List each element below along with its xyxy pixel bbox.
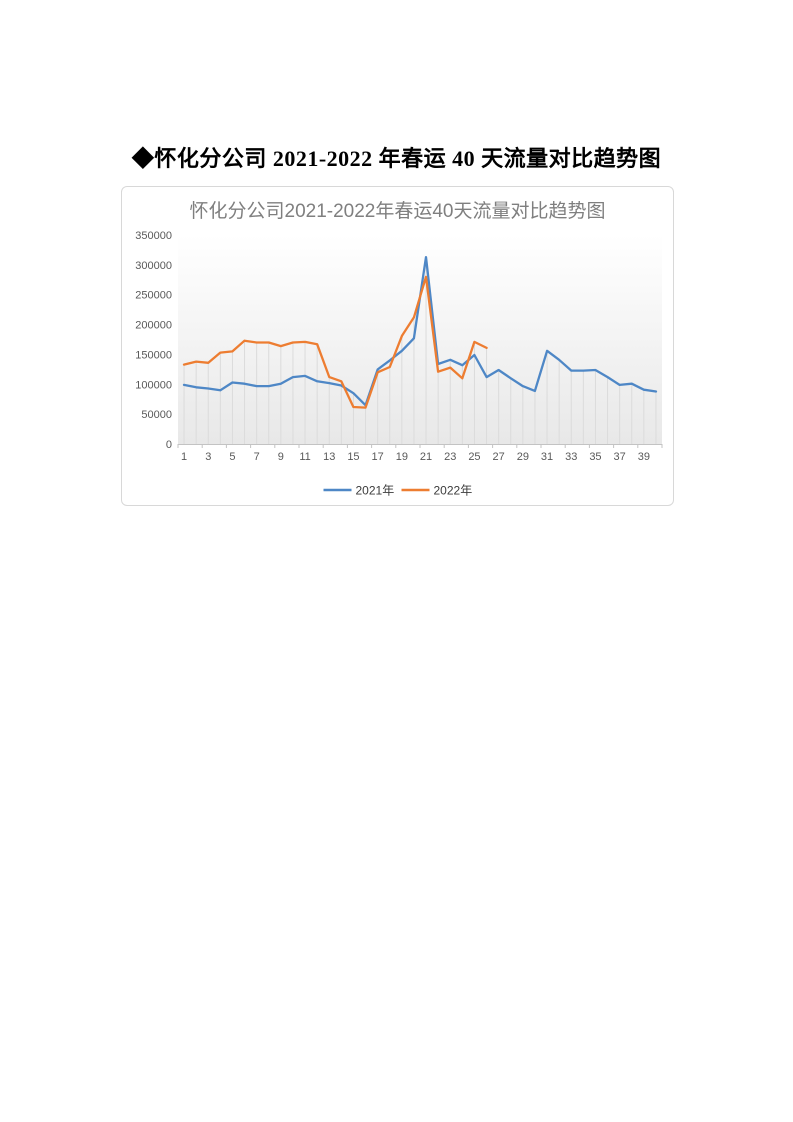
y-axis-label: 300000	[135, 260, 172, 272]
x-axis-label: 25	[468, 451, 480, 463]
x-axis-label: 19	[396, 451, 408, 463]
x-axis-label: 29	[517, 451, 529, 463]
legend-label-2: 2022年	[434, 484, 473, 498]
x-axis-label: 3	[205, 451, 211, 463]
x-axis-label: 5	[229, 451, 235, 463]
x-axis-label: 27	[493, 451, 505, 463]
series-line-2	[182, 275, 488, 409]
plot-area-background	[178, 235, 662, 444]
legend: 2021年 2022年	[323, 484, 473, 498]
y-axis-label: 200000	[135, 320, 172, 332]
line-chart: 0 50000 100000 150000 200000 250000 300000 3500…	[135, 230, 663, 498]
x-axis-label: 9	[278, 451, 284, 463]
x-axis-label: 23	[444, 451, 456, 463]
x-axis-label: 11	[299, 451, 310, 463]
y-axis-label: 250000	[135, 290, 172, 302]
chart-title: 怀化分公司2021-2022年春运40天流量对比趋势图	[189, 201, 606, 222]
x-axis-label: 21	[420, 451, 432, 463]
x-axis-label: 7	[254, 451, 260, 463]
x-axis-label: 17	[372, 451, 384, 463]
x-axis-label: 33	[565, 451, 577, 463]
x-axis-label: 35	[589, 451, 601, 463]
chart-card: 0 50000 100000 150000 200000 250000 300000 3500…	[121, 186, 674, 506]
y-axis-label: 50000	[141, 409, 172, 421]
x-axis-label: 1	[181, 451, 187, 463]
legend-label-1: 2021年	[356, 484, 395, 498]
document-heading: ◆怀化分公司 2021-2022 年春运 40 天流量对比趋势图	[131, 146, 662, 171]
x-axis-label: 15	[347, 451, 359, 463]
y-axis-label: 350000	[135, 230, 172, 242]
x-axis-label: 13	[323, 451, 335, 463]
y-axis-label: 0	[166, 439, 172, 451]
x-axis-label: 31	[541, 451, 553, 463]
x-axis-label: 37	[614, 451, 626, 463]
y-axis-label: 100000	[135, 379, 172, 391]
x-axis-label: 39	[638, 451, 650, 463]
y-axis-label: 150000	[135, 349, 172, 361]
